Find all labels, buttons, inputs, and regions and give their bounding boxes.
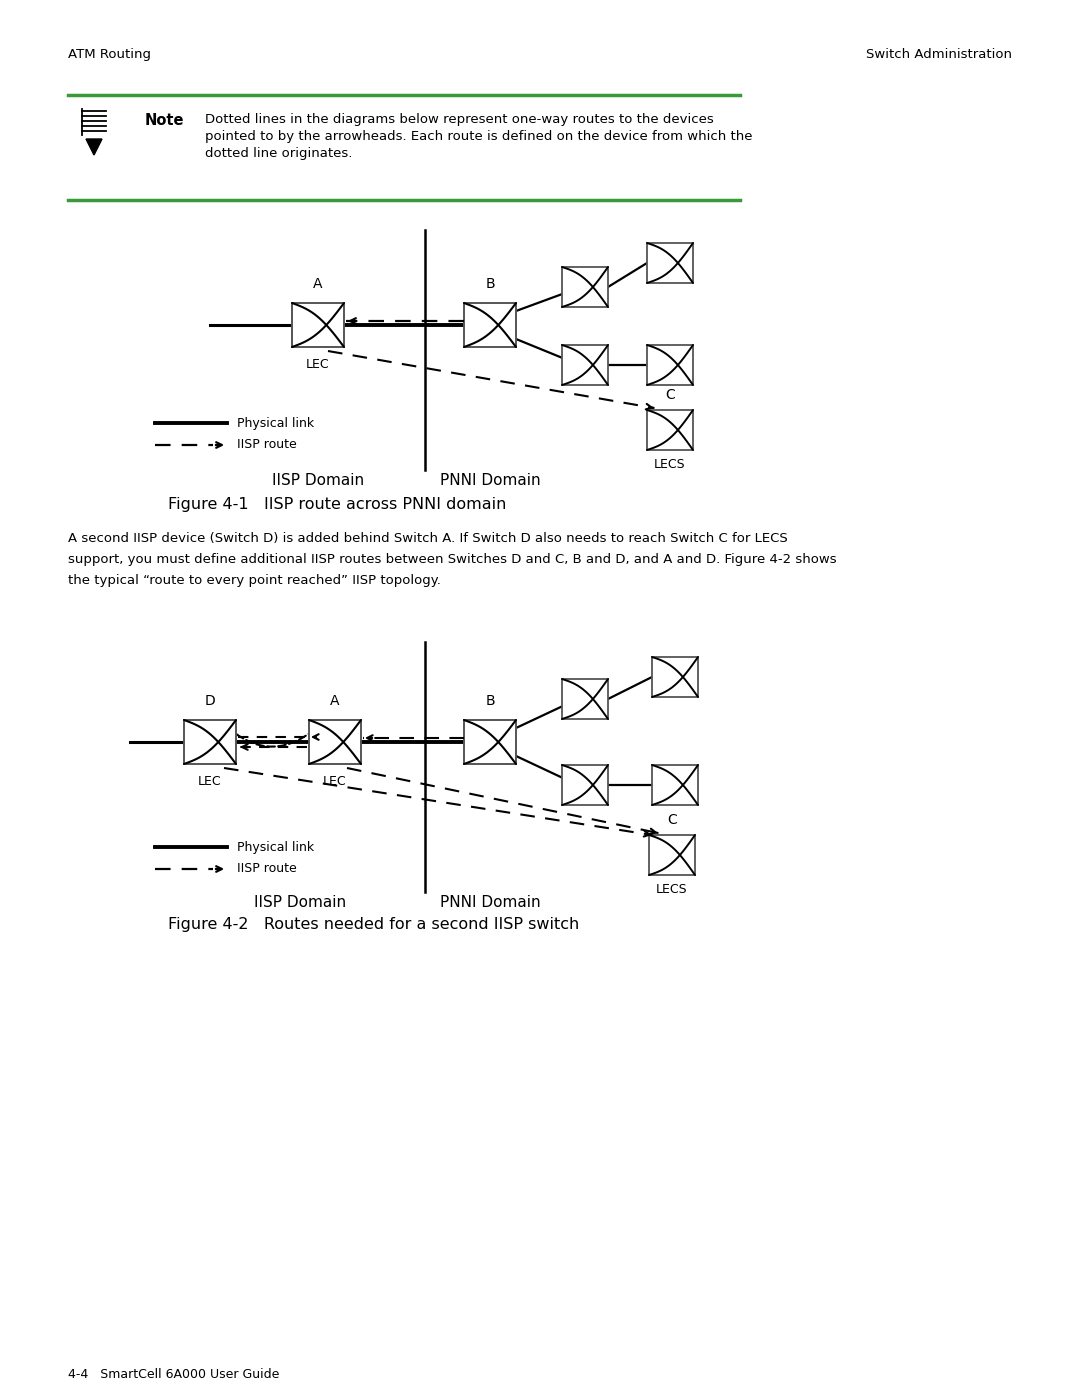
Text: B: B (485, 694, 495, 708)
Bar (562, 766, 608, 805)
Text: Physical link: Physical link (237, 841, 314, 854)
Text: Switch Administration: Switch Administration (866, 47, 1012, 61)
Bar (647, 409, 693, 450)
Bar (649, 835, 696, 875)
Text: C: C (667, 813, 677, 827)
Text: IISP Domain: IISP Domain (254, 895, 346, 909)
Bar (464, 719, 516, 764)
Text: dotted line originates.: dotted line originates. (205, 147, 352, 161)
Bar (292, 303, 345, 346)
Text: IISP route: IISP route (237, 862, 297, 876)
Text: D: D (204, 694, 215, 708)
Bar (562, 345, 608, 386)
Text: LECS: LECS (654, 458, 686, 471)
Bar (652, 657, 698, 697)
Bar (464, 303, 516, 346)
Text: Figure 4-1   IISP route across PNNI domain: Figure 4-1 IISP route across PNNI domain (168, 497, 507, 511)
Text: A: A (330, 694, 340, 708)
Text: IISP Domain: IISP Domain (272, 474, 364, 488)
Text: Note: Note (145, 113, 185, 129)
Text: PNNI Domain: PNNI Domain (440, 474, 540, 488)
Bar (562, 679, 608, 719)
Text: LEC: LEC (199, 775, 221, 788)
Text: pointed to by the arrowheads. Each route is defined on the device from which the: pointed to by the arrowheads. Each route… (205, 130, 753, 142)
Text: the typical “route to every point reached” IISP topology.: the typical “route to every point reache… (68, 574, 441, 587)
Bar (184, 719, 237, 764)
Bar (647, 345, 693, 386)
Text: LEC: LEC (323, 775, 347, 788)
Text: PNNI Domain: PNNI Domain (440, 895, 540, 909)
Bar (647, 243, 693, 284)
Text: Figure 4-2   Routes needed for a second IISP switch: Figure 4-2 Routes needed for a second II… (168, 916, 579, 932)
Text: B: B (485, 277, 495, 291)
Text: support, you must define additional IISP routes between Switches D and C, B and : support, you must define additional IISP… (68, 553, 837, 566)
Text: 4-4   SmartCell 6A000 User Guide: 4-4 SmartCell 6A000 User Guide (68, 1368, 280, 1382)
Polygon shape (86, 138, 102, 155)
Text: ATM Routing: ATM Routing (68, 47, 151, 61)
Bar (309, 719, 361, 764)
Bar (562, 267, 608, 307)
Text: IISP route: IISP route (237, 439, 297, 451)
Text: A: A (313, 277, 323, 291)
Text: LECS: LECS (657, 883, 688, 895)
Text: Dotted lines in the diagrams below represent one-way routes to the devices: Dotted lines in the diagrams below repre… (205, 113, 714, 126)
Bar (652, 766, 698, 805)
Text: Physical link: Physical link (237, 416, 314, 429)
Text: LEC: LEC (307, 358, 329, 372)
Text: A second IISP device (Switch D) is added behind Switch A. If Switch D also needs: A second IISP device (Switch D) is added… (68, 532, 787, 545)
Text: C: C (665, 388, 675, 402)
